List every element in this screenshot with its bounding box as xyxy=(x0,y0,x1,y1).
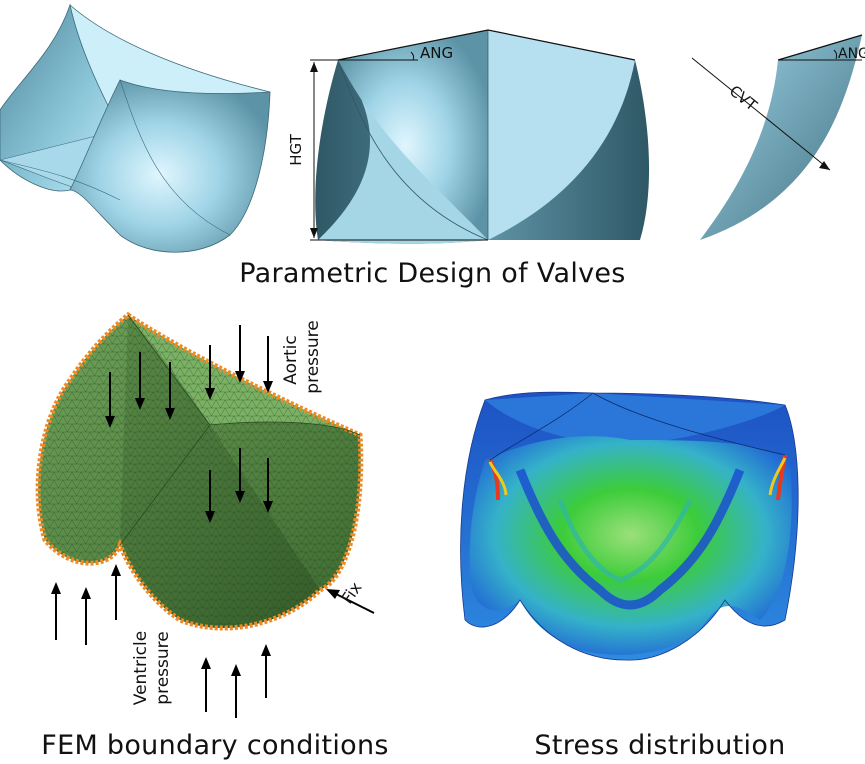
label-ventricle-line1: Ventricle xyxy=(131,631,151,705)
label-ang-front: ANG xyxy=(420,44,453,62)
caption-parametric-design: Parametric Design of Valves xyxy=(239,258,626,289)
valve-3d-render xyxy=(0,3,271,253)
caption-fem-boundary: FEM boundary conditions xyxy=(41,730,389,761)
aortic-pressure-arrows xyxy=(105,325,273,523)
label-fix: Fix xyxy=(337,578,365,607)
stress-distribution-render xyxy=(460,391,799,661)
fix-arrow xyxy=(326,589,375,614)
fem-mesh-model: Aortic pressure Ventricle pressure Fix xyxy=(35,311,375,718)
label-aortic-line1: Aortic xyxy=(281,335,301,384)
label-aortic-line2: pressure xyxy=(303,320,323,393)
label-ventricle-line2: pressure xyxy=(153,631,173,704)
caption-stress-distribution: Stress distribution xyxy=(534,730,786,761)
valve-front-view: ANG HGT xyxy=(287,29,650,244)
label-ang-side: ANG xyxy=(838,46,865,62)
ventricle-pressure-arrows xyxy=(51,564,271,718)
label-hgt: HGT xyxy=(287,133,305,165)
valve-side-view: ANG CVT xyxy=(691,34,865,240)
